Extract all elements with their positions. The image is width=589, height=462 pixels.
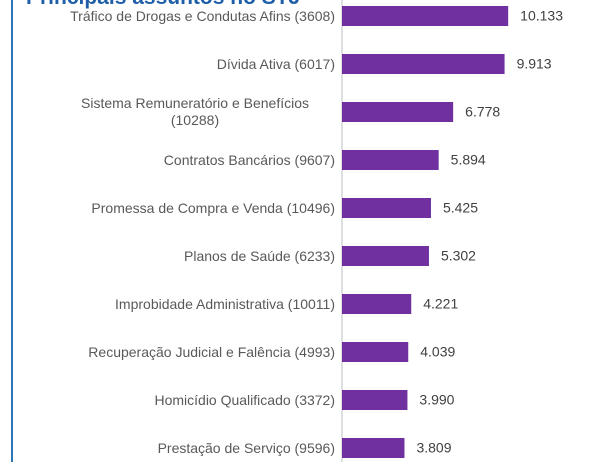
category-label-box: Contratos Bancários (9607) (5, 136, 335, 184)
category-label-box: Planos de Saúde (6233) (5, 232, 335, 280)
category-label-box: Recuperação Judicial e Falência (4993) (5, 328, 335, 376)
value-label: 5.894 (451, 152, 486, 168)
bar (342, 438, 405, 458)
value-label: 3.809 (416, 440, 451, 456)
category-label-box: Homicídio Qualificado (3372) (5, 376, 335, 424)
category-label: Prestação de Serviço (9596) (157, 439, 335, 456)
category-label: Homicídio Qualificado (3372) (154, 391, 335, 408)
category-label-box: Sistema Remuneratório e Benefícios (1028… (5, 88, 335, 136)
value-label: 4.039 (420, 344, 455, 360)
bar (342, 390, 408, 410)
bar (342, 6, 509, 26)
value-label: 3.990 (419, 392, 454, 408)
value-label: 5.425 (443, 200, 478, 216)
value-label: 9.913 (517, 56, 552, 72)
value-label: 10.133 (520, 8, 563, 24)
category-label: Promessa de Compra e Venda (10496) (91, 199, 335, 216)
category-label: Sistema Remuneratório e Benefícios (1028… (81, 95, 309, 128)
category-label-box: Improbidade Administrativa (10011) (5, 280, 335, 328)
chart-title: Principais assuntos no STJ (26, 0, 300, 10)
value-label: 5.302 (441, 248, 476, 264)
category-label: Recuperação Judicial e Falência (4993) (88, 343, 335, 360)
category-label-box: Tráfico de Drogas e Condutas Afins (3608… (5, 0, 335, 40)
category-label: Dívida Ativa (6017) (216, 55, 335, 72)
value-label: 4.221 (423, 296, 458, 312)
category-label: Tráfico de Drogas e Condutas Afins (3608… (70, 7, 335, 24)
category-label: Planos de Saúde (6233) (184, 247, 335, 264)
category-label-box: Prestação de Serviço (9596) (5, 424, 335, 462)
category-label-box: Dívida Ativa (6017) (5, 40, 335, 88)
bar (342, 246, 429, 266)
bar (342, 102, 454, 122)
bar (342, 54, 505, 74)
category-label: Contratos Bancários (9607) (163, 151, 335, 168)
category-label: Improbidade Administrativa (10011) (115, 295, 335, 312)
category-label-box: Promessa de Compra e Venda (10496) (5, 184, 335, 232)
value-label: 6.778 (465, 104, 500, 120)
bar (342, 294, 412, 314)
bar (342, 150, 439, 170)
bar (342, 342, 409, 362)
bar (342, 198, 431, 218)
